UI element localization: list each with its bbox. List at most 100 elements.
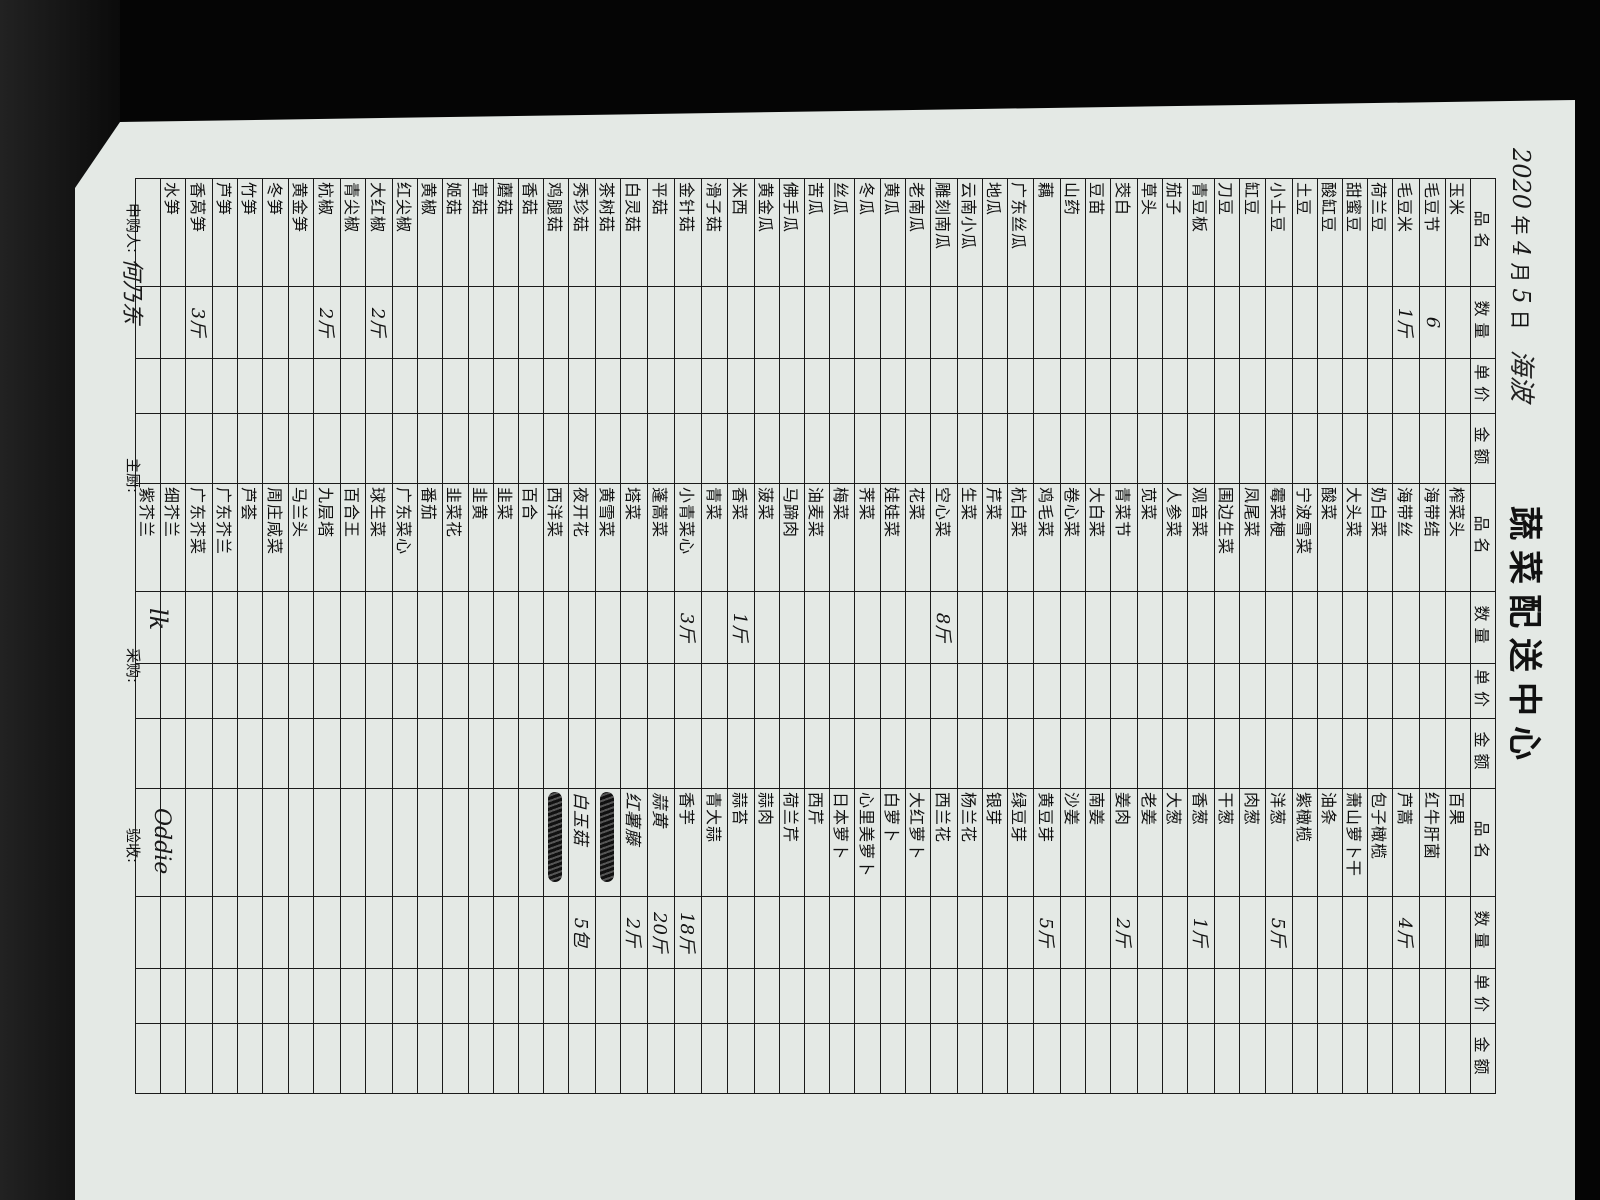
item-amount	[648, 413, 675, 484]
item-amount	[160, 1023, 186, 1094]
item-amount	[1162, 413, 1188, 484]
item-unit-price	[417, 358, 443, 414]
item-quantity	[702, 286, 728, 359]
item-unit-price	[1392, 663, 1420, 719]
header-name: 品名	[1470, 178, 1496, 287]
item-name: 油麦菜	[804, 483, 830, 592]
item-amount	[1342, 718, 1368, 789]
date-year-label: 年	[1508, 215, 1532, 236]
item-unit-price	[1137, 968, 1163, 1024]
table-row: 土豆 宁波雪菜 紫橄榄	[1292, 178, 1318, 1094]
item-amount	[930, 1023, 958, 1094]
item-quantity	[568, 591, 596, 664]
item-amount	[1060, 718, 1086, 789]
item-unit-price	[212, 968, 238, 1024]
item-amount	[1265, 718, 1293, 789]
item-name: 苋菜	[1137, 483, 1163, 592]
item-amount	[1214, 413, 1240, 484]
item-unit-price	[957, 968, 983, 1024]
item-quantity	[1342, 896, 1368, 969]
item-unit-price	[702, 358, 728, 414]
item-name: 大头菜	[1342, 483, 1368, 592]
item-quantity	[702, 591, 728, 664]
item-amount	[779, 1023, 805, 1094]
item-unit-price	[1392, 968, 1420, 1024]
item-unit-price	[493, 968, 519, 1024]
date-month: 4	[1507, 241, 1535, 257]
item-quantity	[1419, 896, 1446, 969]
item-unit-price	[1419, 968, 1446, 1024]
item-quantity: 2斤	[621, 896, 648, 969]
item-quantity: 8斤	[930, 591, 958, 664]
item-quantity	[595, 896, 621, 969]
item-name: 平菇	[648, 178, 675, 287]
item-name: 豆苗	[1085, 178, 1111, 287]
item-name: 刀豆	[1214, 178, 1240, 287]
item-name: 韭黄	[468, 483, 494, 592]
item-quantity	[1317, 591, 1343, 664]
item-unit-price	[595, 358, 621, 414]
item-amount	[1265, 1023, 1293, 1094]
item-name	[518, 788, 544, 897]
table-row: 小土豆 霉菜梗 洋葱 5斤	[1265, 178, 1293, 1094]
item-quantity	[185, 896, 213, 969]
item-unit-price	[675, 358, 702, 414]
item-quantity	[982, 286, 1008, 359]
item-unit-price	[442, 358, 469, 414]
item-quantity	[568, 286, 596, 359]
item-quantity	[288, 896, 314, 969]
item-unit-price	[262, 968, 289, 1024]
item-name: 萧山萝卜干	[1342, 788, 1368, 897]
item-name: 洋葱	[1265, 788, 1293, 897]
table-row: 黄金瓜 菠菜 蒜肉	[754, 178, 780, 1094]
item-amount	[442, 718, 469, 789]
item-unit-price	[1085, 358, 1111, 414]
item-name: 大白菜	[1085, 483, 1111, 592]
item-unit-price	[468, 663, 494, 719]
item-name: 马兰头	[288, 483, 314, 592]
item-quantity	[779, 286, 805, 359]
item-quantity	[854, 286, 881, 359]
item-unit-price	[621, 358, 648, 414]
item-name: 肉葱	[1240, 788, 1266, 897]
item-unit-price	[675, 663, 702, 719]
item-quantity	[829, 286, 855, 359]
item-amount	[905, 718, 931, 789]
item-name	[468, 788, 494, 897]
item-amount	[442, 1023, 469, 1094]
item-quantity	[288, 591, 314, 664]
item-name: 老南瓜	[905, 178, 931, 287]
item-quantity	[543, 896, 569, 969]
item-quantity	[779, 591, 805, 664]
item-unit-price	[1342, 663, 1368, 719]
item-unit-price	[595, 663, 621, 719]
item-name: 球生菜	[365, 483, 393, 592]
item-unit-price	[779, 968, 805, 1024]
item-unit-price	[160, 663, 186, 719]
item-quantity	[442, 896, 469, 969]
item-name: 冬笋	[262, 178, 289, 287]
item-unit-price	[880, 968, 906, 1024]
item-quantity	[829, 591, 855, 664]
item-quantity	[804, 591, 830, 664]
item-amount	[854, 718, 881, 789]
item-unit-price	[957, 358, 983, 414]
item-amount	[160, 718, 186, 789]
item-quantity	[804, 286, 830, 359]
item-name: 红牛肝菌	[1419, 788, 1446, 897]
item-quantity: 3斤	[675, 591, 702, 664]
item-amount	[493, 413, 519, 484]
item-quantity	[1367, 896, 1393, 969]
item-quantity	[468, 896, 494, 969]
item-quantity: 6	[1419, 286, 1446, 359]
item-amount	[1265, 413, 1293, 484]
item-quantity	[392, 286, 418, 359]
item-name: 白萝卜	[880, 788, 906, 897]
item-name: 围边生菜	[1214, 483, 1240, 592]
table-row: 老南瓜 花菜 大红萝卜	[905, 178, 931, 1094]
item-unit-price	[648, 358, 675, 414]
header-name: 品名	[1470, 788, 1496, 897]
item-name: 鸡毛菜	[1033, 483, 1061, 592]
item-unit-price	[468, 358, 494, 414]
item-amount	[1292, 413, 1318, 484]
